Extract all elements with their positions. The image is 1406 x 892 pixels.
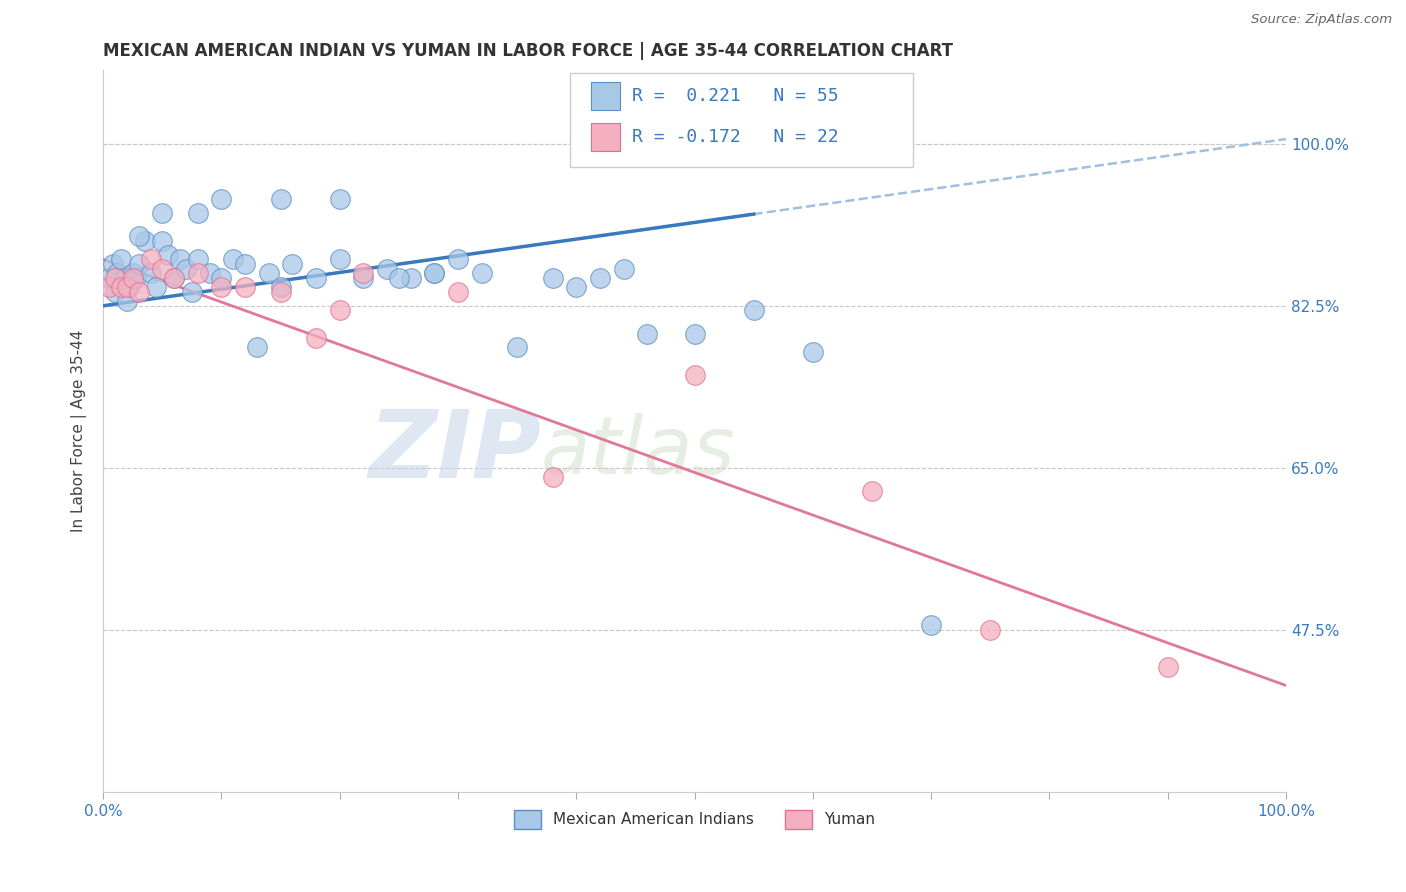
Point xyxy=(233,280,256,294)
Point xyxy=(979,623,1001,637)
Point xyxy=(541,271,564,285)
Point xyxy=(128,257,150,271)
Point xyxy=(211,192,233,206)
Point xyxy=(399,271,422,285)
Point xyxy=(683,368,706,383)
Point xyxy=(157,248,180,262)
Point xyxy=(329,252,352,267)
Point xyxy=(683,326,706,341)
Point xyxy=(187,206,209,220)
Point xyxy=(506,341,529,355)
Point xyxy=(110,252,132,267)
Point xyxy=(423,266,446,280)
Point xyxy=(860,483,883,498)
Point xyxy=(139,252,162,267)
Point xyxy=(145,280,167,294)
Point xyxy=(801,345,824,359)
Point xyxy=(118,280,141,294)
FancyBboxPatch shape xyxy=(591,123,620,151)
Point xyxy=(211,271,233,285)
Point xyxy=(329,192,352,206)
Point xyxy=(270,192,292,206)
Point xyxy=(169,252,191,267)
Point xyxy=(150,206,173,220)
Point xyxy=(98,271,121,285)
Point xyxy=(121,266,143,280)
Point xyxy=(613,261,636,276)
Point xyxy=(447,252,470,267)
Point xyxy=(1157,660,1180,674)
Point xyxy=(180,285,202,299)
Point xyxy=(447,285,470,299)
Point xyxy=(128,285,150,299)
Point xyxy=(163,271,186,285)
Point xyxy=(150,261,173,276)
Text: atlas: atlas xyxy=(541,414,735,491)
Point xyxy=(187,266,209,280)
Point xyxy=(281,257,304,271)
Point xyxy=(305,271,328,285)
Point xyxy=(121,271,143,285)
Point xyxy=(98,280,121,294)
Point xyxy=(110,280,132,294)
Legend: Mexican American Indians, Yuman: Mexican American Indians, Yuman xyxy=(508,804,882,835)
Point xyxy=(246,341,269,355)
Y-axis label: In Labor Force | Age 35-44: In Labor Force | Age 35-44 xyxy=(72,330,87,532)
FancyBboxPatch shape xyxy=(591,82,620,110)
Point xyxy=(115,280,138,294)
Point xyxy=(270,280,292,294)
Point xyxy=(257,266,280,280)
Point xyxy=(104,285,127,299)
Point xyxy=(565,280,588,294)
Point xyxy=(115,294,138,309)
Text: Source: ZipAtlas.com: Source: ZipAtlas.com xyxy=(1251,13,1392,27)
FancyBboxPatch shape xyxy=(571,73,914,167)
Point xyxy=(742,303,765,318)
Point xyxy=(101,257,124,271)
Point xyxy=(352,266,374,280)
Text: R = -0.172   N = 22: R = -0.172 N = 22 xyxy=(631,128,838,145)
Point xyxy=(388,271,411,285)
Point xyxy=(211,280,233,294)
Point xyxy=(920,618,942,632)
Point xyxy=(139,266,162,280)
Point xyxy=(222,252,245,267)
Text: R =  0.221   N = 55: R = 0.221 N = 55 xyxy=(631,87,838,105)
Point xyxy=(134,234,156,248)
Point xyxy=(125,271,148,285)
Point xyxy=(423,266,446,280)
Point xyxy=(329,303,352,318)
Point xyxy=(128,229,150,244)
Point xyxy=(187,252,209,267)
Point xyxy=(471,266,494,280)
Point xyxy=(233,257,256,271)
Point xyxy=(375,261,398,276)
Point xyxy=(104,271,127,285)
Point xyxy=(636,326,658,341)
Point xyxy=(270,285,292,299)
Point xyxy=(352,271,374,285)
Point xyxy=(541,470,564,484)
Point xyxy=(163,271,186,285)
Point xyxy=(589,271,612,285)
Point xyxy=(198,266,221,280)
Point xyxy=(114,271,136,285)
Text: ZIP: ZIP xyxy=(368,407,541,499)
Text: MEXICAN AMERICAN INDIAN VS YUMAN IN LABOR FORCE | AGE 35-44 CORRELATION CHART: MEXICAN AMERICAN INDIAN VS YUMAN IN LABO… xyxy=(103,42,953,60)
Point xyxy=(107,266,129,280)
Point xyxy=(174,261,197,276)
Point xyxy=(150,234,173,248)
Point xyxy=(305,331,328,345)
